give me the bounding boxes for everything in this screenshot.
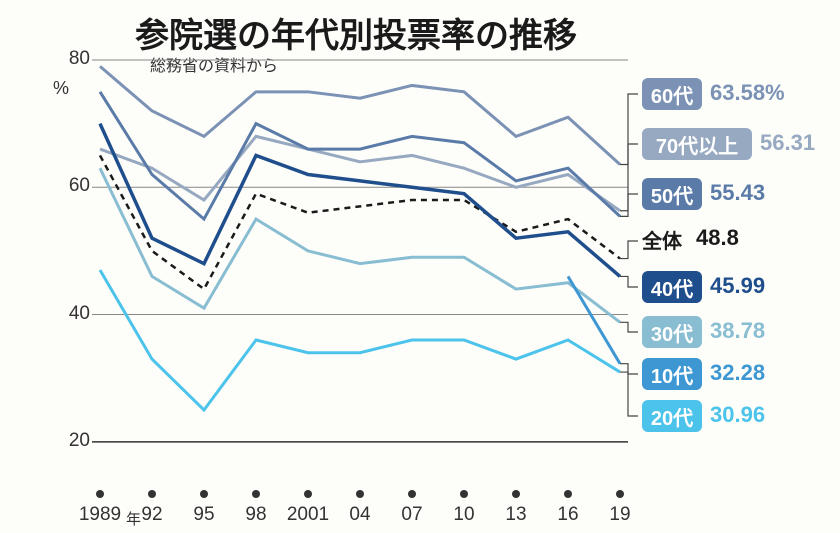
legend-label-全体: 全体 [642, 225, 682, 254]
legend-value-30代: 38.78 [710, 318, 765, 344]
legend-badge-20代: 20代 [642, 400, 702, 432]
x-tick-label: 1989 [72, 504, 128, 526]
legend-value-60代: 63.58% [710, 80, 785, 106]
x-tick-label: 10 [446, 504, 482, 526]
x-tick-label: 92 [134, 504, 170, 526]
x-tick-label: 98 [238, 504, 274, 526]
y-tick-label: 40 [50, 303, 90, 325]
series-line-40代 [100, 124, 620, 277]
legend-badge-60代: 60代 [642, 78, 702, 110]
legend-value-50代: 55.43 [710, 180, 765, 206]
x-tick-label: 95 [186, 504, 222, 526]
series-line-30代 [100, 168, 620, 322]
x-tick-label: 13 [498, 504, 534, 526]
legend-value-10代: 32.28 [710, 360, 765, 386]
x-tick-label: 07 [394, 504, 430, 526]
legend-value-全体: 48.8 [696, 225, 739, 251]
x-tick-label: 19 [602, 504, 638, 526]
x-tick-label: 04 [342, 504, 378, 526]
legend-badge-30代: 30代 [642, 316, 702, 348]
legend-badge-10代: 10代 [642, 358, 702, 390]
legend-value-20代: 30.96 [710, 402, 765, 428]
y-tick-label: 20 [50, 430, 90, 452]
series-line-10代 [568, 276, 620, 363]
x-tick-label: 16 [550, 504, 586, 526]
legend-value-70代以上: 56.31 [760, 130, 815, 156]
y-tick-label: 80 [50, 48, 90, 70]
legend-badge-50代: 50代 [642, 178, 702, 210]
y-tick-label: 60 [50, 175, 90, 197]
x-tick-label: 2001 [280, 504, 336, 526]
legend-badge-40代: 40代 [642, 271, 702, 303]
legend-badge-70代以上: 70代以上 [642, 128, 752, 160]
chart-container: 参院選の年代別投票率の推移 総務省の資料から 20406080%1989年929… [0, 0, 840, 533]
legend-value-40代: 45.99 [710, 273, 765, 299]
y-unit: % [53, 78, 69, 99]
series-line-50代 [100, 92, 620, 219]
